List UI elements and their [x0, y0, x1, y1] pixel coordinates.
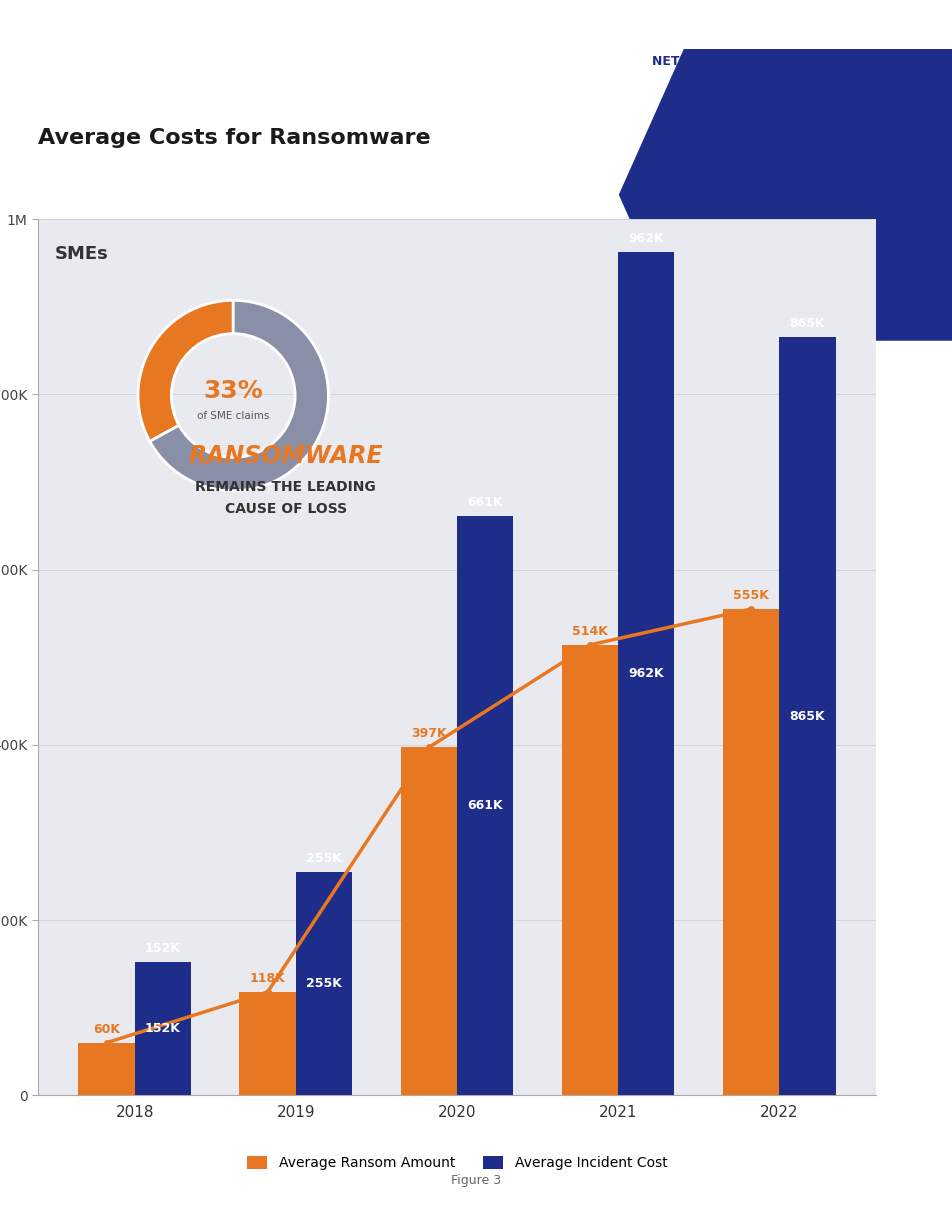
Text: 962K: 962K — [628, 667, 664, 680]
Text: 255K: 255K — [307, 977, 342, 991]
Text: Large
Companies: Large Companies — [784, 92, 887, 133]
Text: CAUSE OF LOSS: CAUSE OF LOSS — [225, 501, 347, 516]
Text: of SME claims: of SME claims — [197, 411, 269, 421]
Text: 70.6M: 70.6M — [804, 201, 867, 219]
Bar — [457, 516, 513, 1095]
Bar — [135, 963, 191, 1095]
Wedge shape — [149, 301, 328, 490]
Text: 865K: 865K — [789, 318, 825, 330]
Bar — [78, 1043, 135, 1095]
Text: 5.9M: 5.9M — [811, 268, 861, 286]
Text: 43.4M: 43.4M — [804, 335, 867, 353]
Wedge shape — [138, 301, 233, 442]
Text: 255K: 255K — [307, 852, 342, 865]
Text: 152K: 152K — [145, 1022, 181, 1036]
Text: 661K: 661K — [467, 497, 503, 509]
Text: RANSOMWARE: RANSOMWARE — [188, 444, 383, 469]
Text: Incident (N=6): Incident (N=6) — [800, 305, 872, 315]
Text: 962K: 962K — [628, 232, 664, 246]
Legend: Average Ransom Amount, Average Incident Cost: Average Ransom Amount, Average Incident … — [241, 1151, 673, 1176]
Bar — [401, 747, 457, 1095]
Text: 555K: 555K — [733, 589, 769, 602]
Bar — [562, 645, 618, 1095]
Text: REMAINS THE LEADING: REMAINS THE LEADING — [195, 479, 376, 494]
Bar — [296, 871, 352, 1095]
Text: NETDILIGENCE® CYBER CLAIMS STUDY: NETDILIGENCE® CYBER CLAIMS STUDY — [652, 55, 923, 68]
Text: 2023 REPORT: 2023 REPORT — [713, 79, 923, 107]
Bar — [779, 337, 836, 1095]
Polygon shape — [619, 49, 952, 341]
Text: SMEs: SMEs — [55, 246, 109, 263]
Text: 60K: 60K — [93, 1022, 120, 1036]
Text: 118K: 118K — [249, 972, 286, 985]
Bar — [618, 252, 674, 1095]
Text: 397K: 397K — [411, 728, 446, 740]
Bar — [723, 608, 779, 1095]
Text: Average Costs for Ransomware: Average Costs for Ransomware — [38, 128, 430, 147]
Text: Ransom Amount (N=6): Ransom Amount (N=6) — [780, 172, 892, 181]
Text: 661K: 661K — [467, 800, 503, 812]
Text: 33%: 33% — [204, 378, 263, 403]
Text: 152K: 152K — [145, 942, 181, 955]
Text: Crisis Services (N=4): Crisis Services (N=4) — [784, 239, 887, 248]
Text: 865K: 865K — [789, 710, 825, 723]
Bar — [240, 992, 296, 1095]
Text: 514K: 514K — [572, 624, 607, 638]
Text: Figure 3: Figure 3 — [451, 1173, 501, 1187]
